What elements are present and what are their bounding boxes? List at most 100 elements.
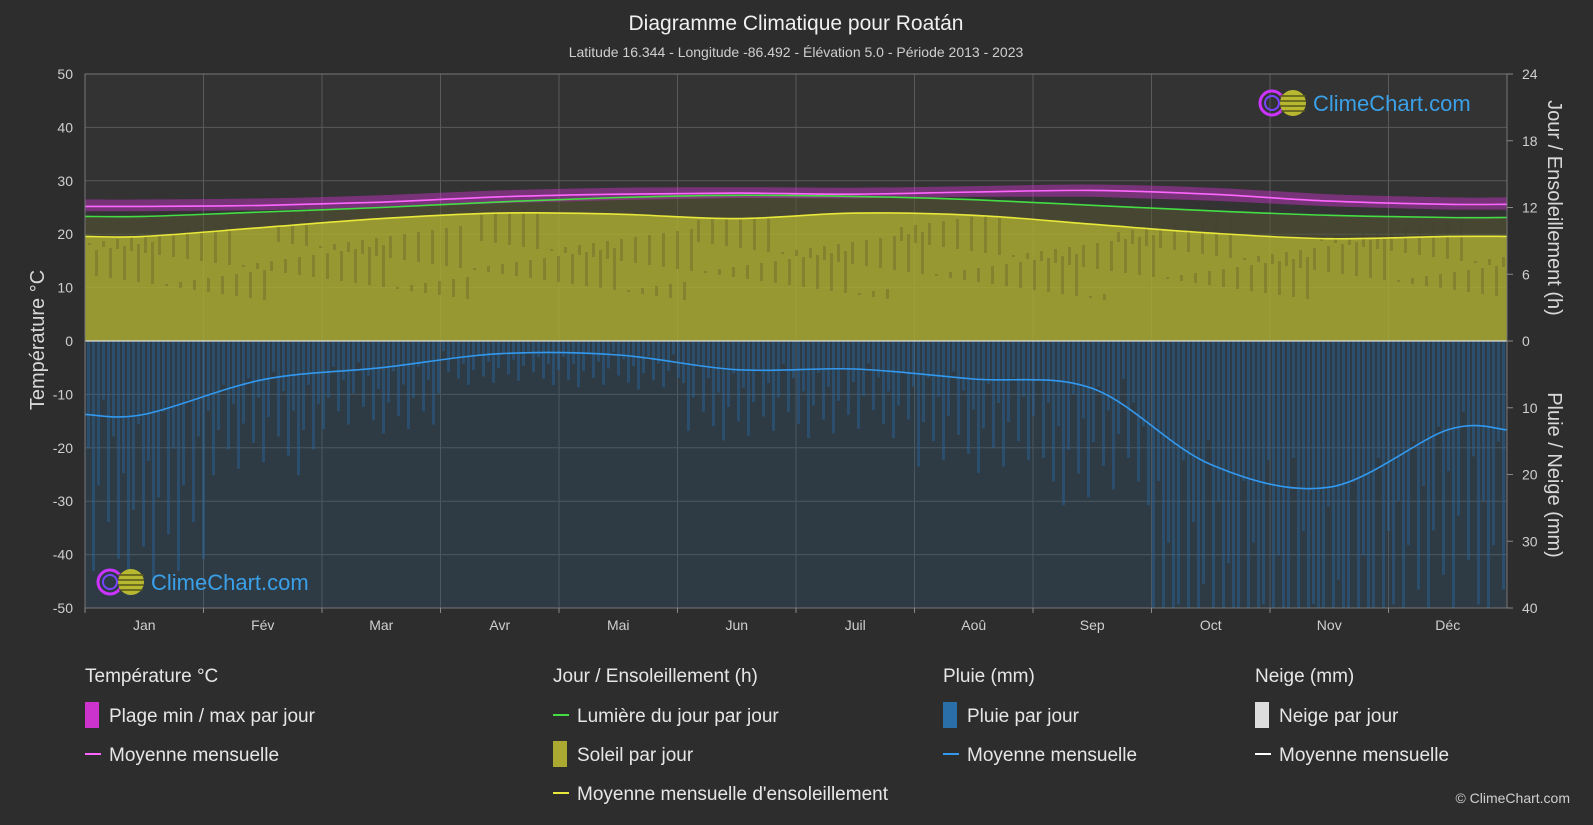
legend-swatch-snow-daily: [1255, 702, 1269, 728]
sunshine-daily-bar: [704, 271, 707, 273]
rain-daily-bar: [1197, 341, 1200, 608]
sunshine-daily-bar: [795, 250, 798, 256]
rain-daily-bar: [767, 341, 770, 384]
rain-daily-bar: [912, 341, 915, 387]
rain-daily-bar: [682, 341, 685, 384]
rain-daily-bar: [1257, 341, 1260, 608]
sunshine-daily-bar: [606, 241, 609, 259]
rain-daily-bar: [1157, 341, 1160, 481]
rain-daily-bar: [877, 341, 880, 378]
sunshine-daily-bar: [305, 204, 308, 246]
rain-daily-bar: [212, 341, 215, 476]
sunshine-daily-bar: [179, 282, 182, 288]
rain-daily-bar: [1117, 341, 1120, 435]
sunshine-daily-bar: [1131, 230, 1134, 244]
right-top-tick-label: 24: [1522, 66, 1538, 82]
rain-daily-bar: [792, 341, 795, 379]
sunshine-daily-bar: [438, 281, 441, 295]
sunshine-daily-bar: [1152, 235, 1155, 277]
sunshine-daily-bar: [137, 244, 140, 282]
rain-daily-bar: [1297, 341, 1300, 608]
legend-swatch-sunshine-daily: [553, 741, 567, 767]
sunshine-daily-bar: [1180, 275, 1183, 281]
rain-daily-bar: [847, 341, 850, 415]
x-tick-label: Jun: [725, 617, 748, 633]
rain-daily-bar: [1262, 341, 1265, 605]
rain-daily-bar: [477, 341, 480, 356]
sunshine-area: [85, 212, 1507, 341]
rain-daily-bar: [662, 341, 665, 388]
sunshine-daily-bar: [200, 227, 203, 261]
rain-daily-bar: [867, 341, 870, 364]
sunshine-daily-bar: [144, 235, 147, 253]
sunshine-daily-bar: [221, 276, 224, 294]
rain-daily-bar: [307, 341, 310, 385]
rain-daily-bar: [532, 341, 535, 373]
sunshine-daily-bar: [1145, 228, 1148, 246]
sunshine-daily-bar: [1474, 261, 1477, 263]
rain-daily-bar: [252, 341, 255, 443]
rain-daily-bar: [402, 341, 405, 385]
sunshine-daily-bar: [501, 264, 504, 274]
sunshine-daily-bar: [1383, 238, 1386, 280]
rain-area-tint: [85, 341, 1507, 608]
rain-daily-bar: [1097, 341, 1100, 387]
sunshine-daily-bar: [998, 213, 1001, 255]
sunshine-daily-bar: [1362, 233, 1365, 247]
x-tick-label: Jan: [133, 617, 156, 633]
sunshine-daily-bar: [977, 268, 980, 282]
sunshine-daily-bar: [1341, 244, 1344, 274]
rain-daily-bar: [1332, 341, 1335, 608]
rain-daily-bar: [322, 341, 325, 430]
sunshine-daily-bar: [1243, 258, 1246, 260]
sunshine-daily-bar: [1327, 246, 1330, 272]
x-tick-label: Nov: [1317, 617, 1342, 633]
sunshine-daily-bar: [837, 244, 840, 262]
sunshine-daily-bar: [1355, 242, 1358, 276]
sunshine-daily-bar: [235, 274, 238, 296]
rain-daily-bar: [1162, 341, 1165, 608]
rain-daily-bar: [1032, 341, 1035, 416]
rain-daily-bar: [622, 341, 625, 360]
sunshine-daily-bar: [1215, 218, 1218, 256]
sunshine-daily-bar: [683, 282, 686, 300]
rain-daily-bar: [1222, 341, 1225, 608]
rain-daily-bar: [277, 341, 280, 437]
sunshine-daily-bar: [914, 225, 917, 243]
sunshine-daily-bar: [942, 221, 945, 247]
rain-daily-bar: [542, 341, 545, 379]
sunshine-daily-bar: [907, 234, 910, 272]
rain-daily-bar: [527, 341, 530, 352]
rain-daily-bar: [612, 341, 615, 353]
rain-daily-bar: [692, 341, 695, 398]
rain-daily-bar: [647, 341, 650, 357]
sunshine-daily-bar: [543, 258, 546, 280]
sunshine-daily-bar: [732, 267, 735, 277]
rain-daily-bar: [207, 341, 210, 411]
watermark-text: ClimeChart.com: [1313, 91, 1471, 116]
sunshine-daily-bar: [1194, 273, 1197, 283]
sunshine-daily-bar: [809, 248, 812, 258]
sunshine-daily-bar: [1425, 276, 1428, 286]
rain-daily-bar: [127, 341, 130, 596]
x-tick-label: Déc: [1435, 617, 1460, 633]
sunshine-daily-bar: [676, 231, 679, 269]
rain-daily-bar: [1067, 341, 1070, 451]
sunshine-daily-bar: [893, 236, 896, 270]
sunshine-daily-bar: [256, 263, 259, 269]
sunshine-daily-bar: [641, 288, 644, 294]
sunshine-daily-bar: [431, 230, 434, 264]
rain-daily-bar: [312, 341, 315, 450]
rain-daily-bar: [302, 341, 305, 431]
rain-daily-bar: [222, 341, 225, 385]
rain-daily-bar: [257, 341, 260, 398]
rain-daily-bar: [162, 341, 165, 412]
rain-daily-bar: [742, 341, 745, 388]
rain-daily-bar: [1217, 341, 1220, 502]
rain-daily-bar: [397, 341, 400, 416]
rain-daily-bar: [1212, 341, 1215, 608]
rain-daily-bar: [997, 341, 1000, 404]
sunshine-daily-bar: [347, 242, 350, 252]
legend-item-temp-range: Plage min / max par jour: [109, 706, 316, 727]
sunshine-daily-bar: [802, 257, 805, 287]
